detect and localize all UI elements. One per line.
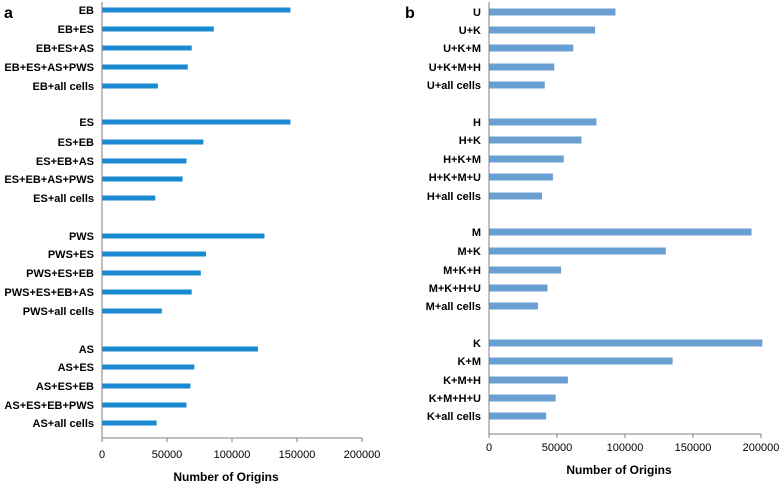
bar — [489, 228, 752, 236]
bar — [489, 302, 538, 310]
bar — [489, 412, 547, 420]
bar — [102, 233, 265, 239]
chart-panel-b: b U U+K U+K+M U+K+M+H U+all cells H H+K H+K+M H+K… — [405, 2, 779, 477]
category-label: PWS+ES+EB+AS — [4, 287, 94, 299]
x-tick-label: 150000 — [279, 449, 316, 461]
bar — [102, 383, 191, 389]
bar — [102, 251, 206, 257]
x-axis-title: Number of Origins — [173, 470, 279, 484]
category-label: ES+EB — [58, 137, 94, 149]
category-label: U+K+M+H — [429, 62, 481, 74]
bar — [489, 81, 545, 89]
bar — [489, 118, 597, 126]
bar — [489, 63, 555, 71]
bar — [489, 8, 616, 16]
category-label: U+K — [459, 25, 481, 37]
category-label: K+M+H — [443, 375, 481, 387]
category-label: K+M — [457, 356, 481, 368]
category-label: M+K — [457, 246, 481, 258]
bar — [102, 289, 192, 295]
bar — [102, 45, 192, 51]
bar — [102, 420, 157, 426]
x-tick-label: 100000 — [214, 449, 251, 461]
bar — [102, 64, 188, 70]
category-label: EB+ES+AS+PWS — [4, 62, 94, 74]
category-label: K+all cells — [427, 411, 481, 423]
category-label: K+M+H+U — [429, 393, 481, 405]
category-label: ES+EB+AS — [36, 156, 94, 168]
category-label: EB+all cells — [33, 81, 94, 93]
category-label: AS+ES+EB+PWS — [4, 400, 94, 412]
category-label: PWS+all cells — [23, 306, 94, 318]
category-label: AS+all cells — [33, 418, 94, 430]
category-label: M+K+H — [443, 265, 481, 277]
x-tick-label: 50000 — [542, 442, 573, 454]
bar — [102, 158, 187, 164]
category-label: EB+ES — [58, 24, 94, 36]
bar — [102, 139, 204, 145]
x-tick-label: 0 — [486, 442, 492, 454]
category-label: ES+EB+AS+PWS — [4, 174, 94, 186]
category-label: M — [472, 227, 481, 239]
category-label: EB — [79, 5, 94, 17]
bar — [489, 357, 673, 365]
bar — [102, 119, 291, 125]
category-label: AS+ES — [58, 362, 94, 374]
category-label: PWS+ES — [48, 249, 94, 261]
category-label: ES+all cells — [33, 193, 94, 205]
category-label: U — [473, 7, 481, 19]
category-label: U+all cells — [427, 80, 481, 92]
bar — [489, 266, 562, 274]
bar — [489, 136, 582, 144]
category-label: EB+ES+AS — [36, 43, 94, 55]
bar — [102, 83, 158, 89]
panel-label: b — [405, 5, 415, 22]
category-label: AS — [79, 344, 94, 356]
x-tick-label: 200000 — [743, 442, 780, 454]
category-label: PWS+ES+EB — [26, 268, 94, 280]
bar — [489, 247, 666, 255]
bar — [489, 192, 543, 200]
category-label: AS+ES+EB — [36, 381, 94, 393]
category-label: H+K+M+U — [429, 172, 481, 184]
x-tick-label: 50000 — [152, 449, 183, 461]
bar — [102, 364, 195, 370]
x-tick-label: 0 — [99, 449, 105, 461]
bar — [489, 155, 564, 163]
bar — [489, 394, 556, 402]
bar — [102, 26, 214, 32]
bar — [102, 308, 162, 314]
bar — [102, 270, 201, 276]
category-label: M+all cells — [426, 301, 481, 313]
bar — [489, 173, 553, 181]
bar — [489, 376, 568, 384]
category-label: PWS — [69, 231, 94, 243]
bar — [102, 346, 258, 352]
bar — [489, 44, 574, 52]
bar — [489, 26, 596, 34]
category-label: H+K — [459, 135, 481, 147]
bar — [102, 7, 291, 13]
category-label: H+all cells — [427, 191, 481, 203]
panel-label: a — [4, 5, 13, 22]
category-label: H — [473, 117, 481, 129]
x-tick-label: 200000 — [344, 449, 381, 461]
category-label: K — [473, 338, 481, 350]
category-label: ES — [79, 117, 94, 129]
category-label: H+K+M — [443, 154, 481, 166]
category-label: U+K+M — [443, 43, 481, 55]
category-label: M+K+H+U — [429, 283, 481, 295]
bar — [102, 195, 156, 201]
chart-panel-a: a EB EB+ES EB+ES+AS EB+ES+AS+PWS EB+all cells… — [4, 2, 380, 484]
x-tick-label: 100000 — [607, 442, 644, 454]
x-axis-title: Number of Origins — [566, 463, 672, 477]
bar — [489, 339, 763, 347]
bar — [102, 402, 187, 408]
bar — [102, 176, 183, 182]
x-tick-label: 150000 — [675, 442, 712, 454]
bar — [489, 284, 548, 292]
